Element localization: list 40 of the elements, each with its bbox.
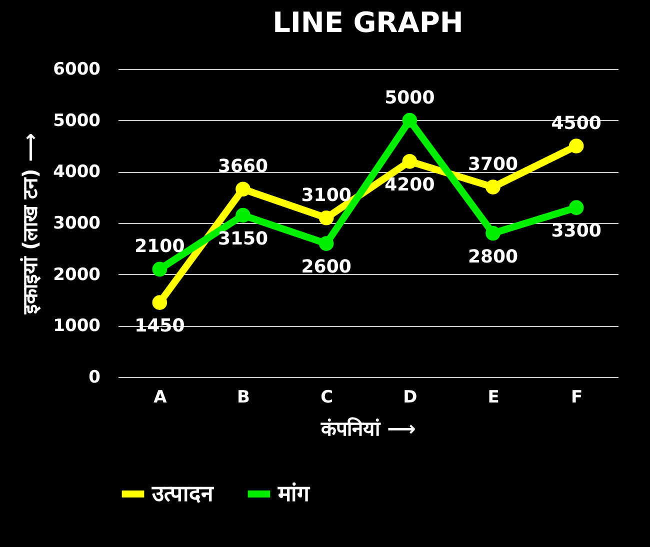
y-tick-label: 2000 bbox=[53, 264, 101, 285]
y-tick-label: 0 bbox=[88, 368, 101, 388]
chart-title: LINE GRAPH bbox=[272, 6, 464, 39]
point bbox=[152, 295, 168, 310]
y-axis-title: इकाइयां (लाख टन) ⟶ bbox=[18, 133, 42, 315]
data-label: 3700 bbox=[468, 154, 518, 176]
point bbox=[402, 154, 418, 169]
point bbox=[486, 226, 500, 241]
point bbox=[318, 236, 334, 251]
legend-label: उत्पादन bbox=[151, 482, 214, 507]
y-tick-label: 4000 bbox=[53, 162, 101, 182]
x-tick-label: E bbox=[488, 388, 500, 408]
point bbox=[152, 262, 168, 277]
point bbox=[402, 112, 418, 128]
data-label: 2600 bbox=[301, 256, 352, 278]
point bbox=[568, 200, 584, 215]
data-label: 5000 bbox=[384, 87, 435, 108]
x-axis-title: कंपनियां ⟶ bbox=[320, 416, 416, 440]
data-label: 3150 bbox=[218, 228, 268, 250]
y-tick-label: 3000 bbox=[53, 214, 101, 234]
data-label: 3660 bbox=[218, 156, 268, 178]
data-label: 2800 bbox=[468, 246, 518, 268]
x-tick-label: A bbox=[154, 388, 168, 408]
point bbox=[318, 210, 334, 226]
x-tick-label: C bbox=[320, 388, 334, 408]
y-tick-label: 1000 bbox=[53, 316, 101, 336]
y-tick-label: 5000 bbox=[53, 110, 101, 131]
data-label: 3100 bbox=[301, 184, 352, 206]
point bbox=[236, 182, 250, 197]
y-tick-label: 6000 bbox=[53, 60, 101, 80]
point bbox=[236, 208, 250, 223]
data-label: 3300 bbox=[551, 220, 602, 242]
point bbox=[568, 138, 584, 154]
point bbox=[486, 180, 500, 194]
x-tick-label: B bbox=[237, 388, 250, 408]
data-label: 2100 bbox=[134, 236, 185, 258]
legend-label: मांग bbox=[277, 482, 311, 507]
x-tick-label: F bbox=[571, 388, 583, 408]
data-label: 4200 bbox=[384, 174, 435, 196]
x-tick-label: D bbox=[403, 388, 418, 408]
